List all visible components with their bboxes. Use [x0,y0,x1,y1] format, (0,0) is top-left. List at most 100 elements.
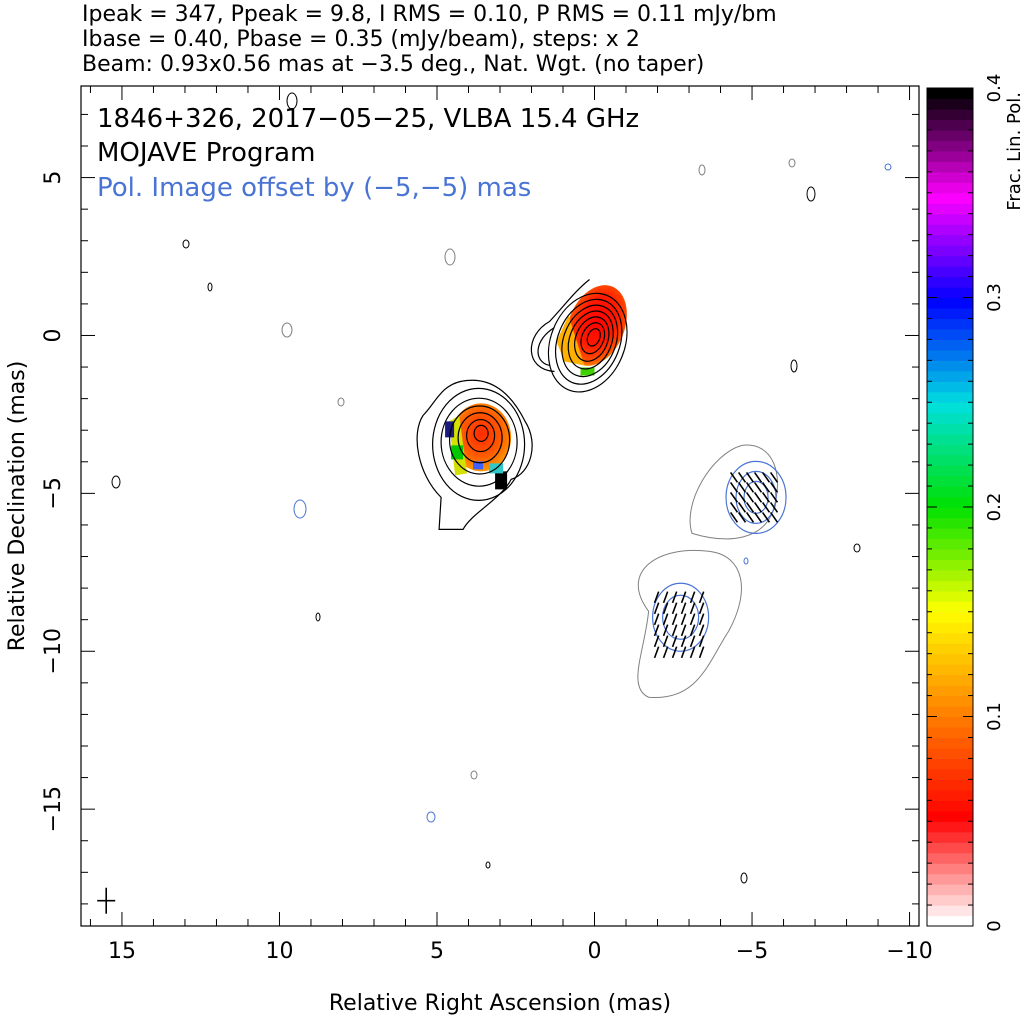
y-tick-label: 0 [41,328,66,342]
evpa-tick [729,481,739,493]
colorbar-segment [927,328,973,340]
evpa-tick [745,501,755,513]
colorbar-segment [927,108,973,121]
evpa-tick [680,635,687,648]
colorbar-segment [927,810,973,822]
evpa-tick [753,471,763,483]
evpa-tick [761,511,771,523]
jet-contour [465,418,496,453]
evpa-tick [698,591,705,604]
colorbar-label: Frac. Lin. Pol. [1004,92,1025,211]
colorbar-segment [927,527,973,540]
colorbar-segment [927,475,973,487]
core-contour [586,328,601,347]
colorbar-tick-label: 0.2 [984,493,1005,522]
colorbar-segment [927,465,973,477]
evpa-tick [729,511,739,523]
core-outer-contour-2 [537,326,555,367]
colorbar-segment [927,245,973,257]
core-contour [554,298,623,385]
evpa-tick [737,471,747,483]
colorbar-segment [927,653,973,665]
colorbar-segment [927,590,973,602]
evpa-tick [680,624,687,637]
header-peak-line: Ipeak = 347, Ppeak = 9.8, I RMS = 0.10, … [82,2,777,27]
colorbar-segment [927,255,973,267]
colorbar-segment [927,517,973,529]
colorbar-segment [927,171,973,183]
noise-contour [788,158,796,168]
evpa-tick [689,613,696,626]
colorbar-segment [927,716,973,728]
colorbar-segment [927,339,973,351]
jet-contour [473,424,489,442]
evpa-tick [729,491,739,503]
colorbar-segment [927,726,973,739]
colorbar-segment [927,821,973,833]
jet-contour [431,387,526,501]
colorbar-segment [927,507,973,519]
colorbar-segment [927,412,973,424]
colorbar-segment [927,622,973,634]
colorbar-segment [927,601,973,613]
colorbar-segment [927,695,973,707]
evpa-tick [769,471,779,483]
noise-contour [286,92,298,110]
evpa-tick [745,481,755,493]
core-patch-yellow [556,315,585,366]
colorbar-segment [927,779,973,791]
offset-core-contour [689,444,778,540]
colorbar-segment [927,643,973,655]
colorbar-segment [927,370,973,382]
evpa-tick [653,591,660,604]
colorbar-segment [927,161,973,173]
evpa-tick [653,635,660,648]
evpa-tick [769,501,779,513]
colorbar-segment [927,685,973,697]
colorbar-segment [927,307,973,320]
core-polarized-contour [735,470,777,524]
evpa-tick [753,481,763,493]
evpa-tick [671,613,678,626]
colorbar-segment [927,391,973,403]
y-tick-label: −10 [41,628,66,674]
x-tick-label: 0 [588,939,602,964]
noise-contour [470,770,478,780]
evpa-tick [745,491,755,503]
jet-patch-blue [445,421,455,438]
noise-contour [743,557,749,565]
colorbar-segment [927,203,973,215]
noise-contour [806,186,816,202]
colorbar-segment [927,747,973,759]
header-base-line: Ibase = 0.40, Pbase = 0.35 (mJy/beam), s… [82,27,640,52]
noise-contour [444,248,456,266]
core-polarized-contour [725,460,787,534]
evpa-tick [671,591,678,604]
evpa-tick [698,635,705,648]
x-tick-label: 10 [265,939,293,964]
colorbar-segment [927,423,973,435]
colorbar-segment [927,266,973,278]
evpa-tick [680,602,687,615]
colorbar-segment [927,852,973,864]
jet-outer-contour [416,379,533,530]
colorbar-segment [927,611,973,623]
y-tick-label: −5 [41,477,66,509]
colorbar-tick-label: 0 [984,920,1005,931]
evpa-tick [698,602,705,615]
jet-contour [457,412,503,464]
colorbar-segment [927,276,973,288]
evpa-tick [680,591,687,604]
jet-contour [448,405,511,475]
evpa-tick [653,624,660,637]
noise-contour [698,164,706,176]
evpa-tick [689,646,696,659]
evpa-tick [662,646,669,659]
colorbar-segment [927,486,973,498]
evpa-tick [769,491,779,503]
colorbar-segment [927,674,973,686]
evpa-tick [761,471,771,483]
noise-contour [111,475,121,489]
colorbar-segment [927,349,973,361]
